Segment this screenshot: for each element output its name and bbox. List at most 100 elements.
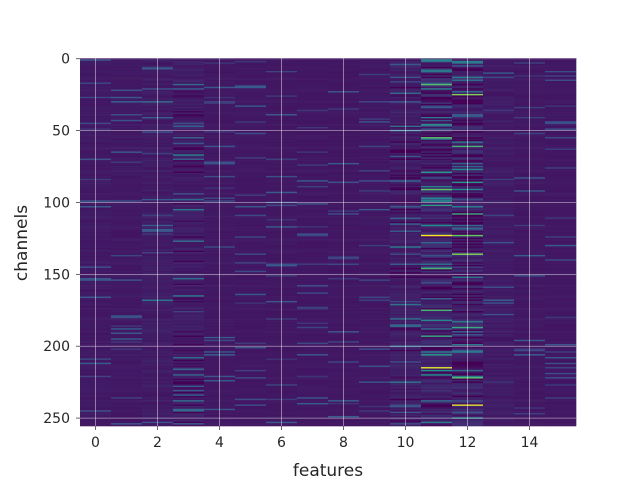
heatmap-cell bbox=[235, 282, 267, 284]
heatmap-cell bbox=[545, 259, 577, 261]
heatmap-cell bbox=[297, 193, 329, 195]
heatmap-cell bbox=[111, 204, 143, 207]
heatmap-cell bbox=[545, 292, 577, 295]
heatmap-cell bbox=[545, 308, 577, 310]
heatmap-cell bbox=[359, 338, 391, 341]
heatmap-cell bbox=[483, 348, 515, 351]
heatmap-cell bbox=[359, 239, 391, 241]
heatmap-cell bbox=[297, 372, 329, 375]
heatmap-cell bbox=[111, 96, 143, 99]
heatmap-cell bbox=[111, 157, 143, 159]
heatmap-cell bbox=[235, 256, 267, 259]
heatmap-cell bbox=[483, 418, 515, 421]
heatmap-cell bbox=[545, 355, 577, 358]
heatmap-cell bbox=[545, 125, 577, 128]
heatmap-cell bbox=[297, 111, 329, 113]
x-tick-label: 8 bbox=[339, 435, 348, 451]
heatmap-cell bbox=[483, 375, 515, 378]
heatmap-cell bbox=[297, 365, 329, 368]
heatmap-cell bbox=[421, 98, 453, 100]
heatmap-cell bbox=[359, 250, 391, 253]
heatmap-cell bbox=[359, 180, 391, 182]
heatmap-cell bbox=[111, 249, 143, 251]
heatmap-cell bbox=[545, 250, 577, 253]
heatmap-cell bbox=[111, 128, 143, 131]
heatmap-cell bbox=[111, 401, 143, 404]
heatmap-cell bbox=[297, 309, 329, 312]
heatmap-cell bbox=[421, 289, 453, 292]
heatmap-cell bbox=[235, 247, 267, 250]
heatmap-cell bbox=[235, 368, 267, 371]
heatmap-cell bbox=[359, 59, 391, 62]
heatmap-cell bbox=[111, 361, 143, 364]
heatmap-cell bbox=[111, 270, 143, 273]
heatmap-cell bbox=[173, 344, 205, 346]
heatmap-cell bbox=[173, 367, 205, 369]
heatmap-cell bbox=[359, 211, 391, 214]
heatmap-cell bbox=[421, 116, 453, 119]
heatmap-cell bbox=[173, 365, 205, 368]
heatmap-cell bbox=[421, 108, 453, 111]
heatmap-cell bbox=[173, 266, 205, 269]
heatmap-cell bbox=[111, 293, 143, 296]
heatmap-cell bbox=[235, 227, 267, 230]
heatmap-cell bbox=[111, 313, 143, 316]
heatmap-cell bbox=[359, 322, 391, 325]
heatmap-cell bbox=[235, 240, 267, 243]
heatmap-cell bbox=[421, 63, 453, 66]
heatmap-cell bbox=[235, 323, 267, 326]
heatmap-cell bbox=[359, 104, 391, 106]
heatmap-cell bbox=[359, 382, 391, 385]
heatmap-cell bbox=[359, 63, 391, 66]
y-axis-label: channels bbox=[12, 205, 32, 281]
heatmap-cell bbox=[173, 111, 205, 113]
heatmap-cell bbox=[359, 200, 391, 203]
heatmap-cell bbox=[297, 277, 329, 280]
heatmap-cell bbox=[111, 367, 143, 369]
heatmap-cell bbox=[111, 124, 143, 126]
heatmap-cell bbox=[173, 280, 205, 283]
heatmap-cell bbox=[297, 171, 329, 174]
heatmap-cell bbox=[545, 194, 577, 197]
heatmap-cell bbox=[545, 148, 577, 151]
heatmap-cell bbox=[297, 300, 329, 303]
heatmap-cell bbox=[173, 173, 205, 175]
heatmap-cell bbox=[111, 300, 143, 303]
heatmap-cell bbox=[111, 70, 143, 73]
heatmap-cell bbox=[111, 193, 143, 195]
heatmap-cell bbox=[421, 231, 453, 234]
heatmap-cell bbox=[235, 423, 267, 425]
heatmap-cell bbox=[173, 132, 205, 135]
heatmap-cell bbox=[483, 300, 515, 303]
heatmap-cell bbox=[173, 167, 205, 169]
heatmap-cell bbox=[297, 220, 329, 223]
heatmap-cell bbox=[545, 246, 577, 249]
heatmap-cell bbox=[297, 164, 329, 167]
heatmap-cell bbox=[111, 423, 143, 425]
heatmap-cell bbox=[483, 336, 515, 339]
heatmap-cell bbox=[359, 398, 391, 401]
heatmap-cell bbox=[359, 155, 391, 158]
heatmap-cell bbox=[421, 254, 453, 257]
heatmap-cell bbox=[359, 76, 391, 79]
heatmap-cell bbox=[483, 362, 515, 365]
heatmap-cell bbox=[421, 144, 453, 146]
heatmap-cell bbox=[111, 161, 143, 164]
heatmap-cell bbox=[545, 277, 577, 280]
heatmap-cell bbox=[173, 88, 205, 90]
heatmap-cell bbox=[297, 144, 329, 146]
heatmap-cell bbox=[421, 312, 453, 315]
heatmap-cell bbox=[483, 161, 515, 164]
heatmap-cell bbox=[545, 217, 577, 220]
heatmap-cell bbox=[297, 114, 329, 116]
heatmap-cell bbox=[297, 115, 329, 118]
heatmap-cell bbox=[483, 75, 515, 77]
heatmap-cell bbox=[483, 256, 515, 259]
heatmap-cell bbox=[235, 295, 267, 297]
heatmap-cell bbox=[421, 313, 453, 316]
heatmap-cell bbox=[235, 181, 267, 184]
heatmap-cell bbox=[235, 220, 267, 223]
heatmap-cell bbox=[421, 184, 453, 187]
heatmap-cell bbox=[173, 250, 205, 253]
heatmap-cell bbox=[111, 85, 143, 88]
